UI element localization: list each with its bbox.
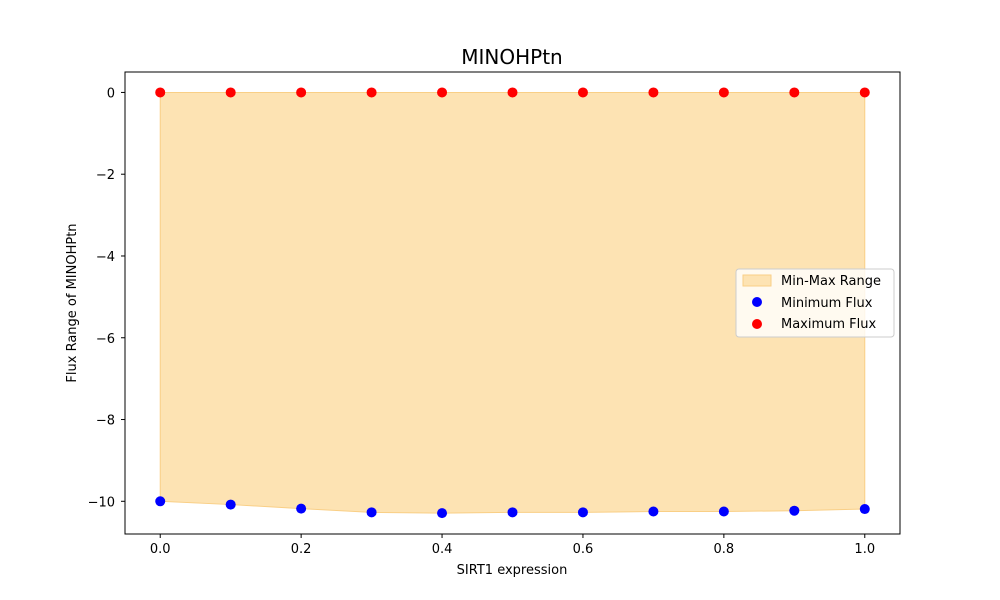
minimum-flux-point (648, 506, 659, 517)
x-axis-label: SIRT1 expression (457, 563, 568, 578)
legend-label-maximum-flux: Maximum Flux (781, 317, 877, 332)
legend-label-min-max-range: Min-Max Range (781, 274, 881, 289)
minimum-flux-point (789, 505, 800, 516)
minimum-flux-point (507, 507, 518, 518)
x-axis: 0.0 0.2 0.4 0.6 0.8 1.0 (150, 534, 875, 557)
maximum-flux-point (225, 87, 236, 98)
y-axis-label: Flux Range of MINOHPtn (65, 223, 80, 382)
legend-frame (735, 268, 895, 338)
maximum-flux-point (718, 87, 729, 98)
legend-marker-minimum-flux (752, 297, 762, 307)
legend-label-minimum-flux: Minimum Flux (781, 296, 873, 311)
maximum-flux-point (296, 87, 307, 98)
y-tick-label: −6 (96, 332, 115, 347)
maximum-flux-point (366, 87, 377, 98)
maximum-flux-point (577, 87, 588, 98)
y-tick-label: −10 (88, 495, 115, 510)
maximum-flux-point (789, 87, 800, 98)
x-tick-label: 1.0 (854, 542, 875, 557)
x-tick-label: 0.6 (573, 542, 594, 557)
minimum-flux-point (225, 499, 236, 510)
legend-marker-maximum-flux (752, 319, 762, 329)
minimum-flux-point (437, 508, 448, 519)
x-tick-label: 0.8 (714, 542, 735, 557)
x-tick-label: 0.4 (432, 542, 453, 557)
x-tick-label: 0.2 (291, 542, 312, 557)
minimum-flux-point (155, 496, 166, 507)
maximum-flux-point (155, 87, 166, 98)
y-axis: 0 −2 −4 −6 −8 −10 (88, 86, 125, 510)
chart-title: MINOHPtn (461, 45, 562, 69)
points-layer (155, 87, 870, 519)
minimum-flux-point (577, 507, 588, 518)
minimum-flux-point (296, 503, 307, 514)
maximum-flux-point (507, 87, 518, 98)
maximum-flux-point (859, 87, 870, 98)
x-tick-label: 0.0 (150, 542, 171, 557)
maximum-flux-point (437, 87, 448, 98)
minimum-flux-point (859, 504, 870, 515)
legend-swatch-min-max-range (742, 274, 772, 287)
y-tick-label: −2 (96, 168, 115, 183)
legend: Min-Max Range Minimum Flux Maximum Flux (735, 268, 895, 338)
plot-frame (124, 71, 901, 535)
y-tick-label: 0 (107, 86, 115, 101)
minimum-flux-point (366, 507, 377, 518)
y-tick-label: −8 (96, 414, 115, 429)
y-tick-label: −4 (96, 250, 115, 265)
maximum-flux-point (648, 87, 659, 98)
minimum-flux-point (718, 506, 729, 517)
